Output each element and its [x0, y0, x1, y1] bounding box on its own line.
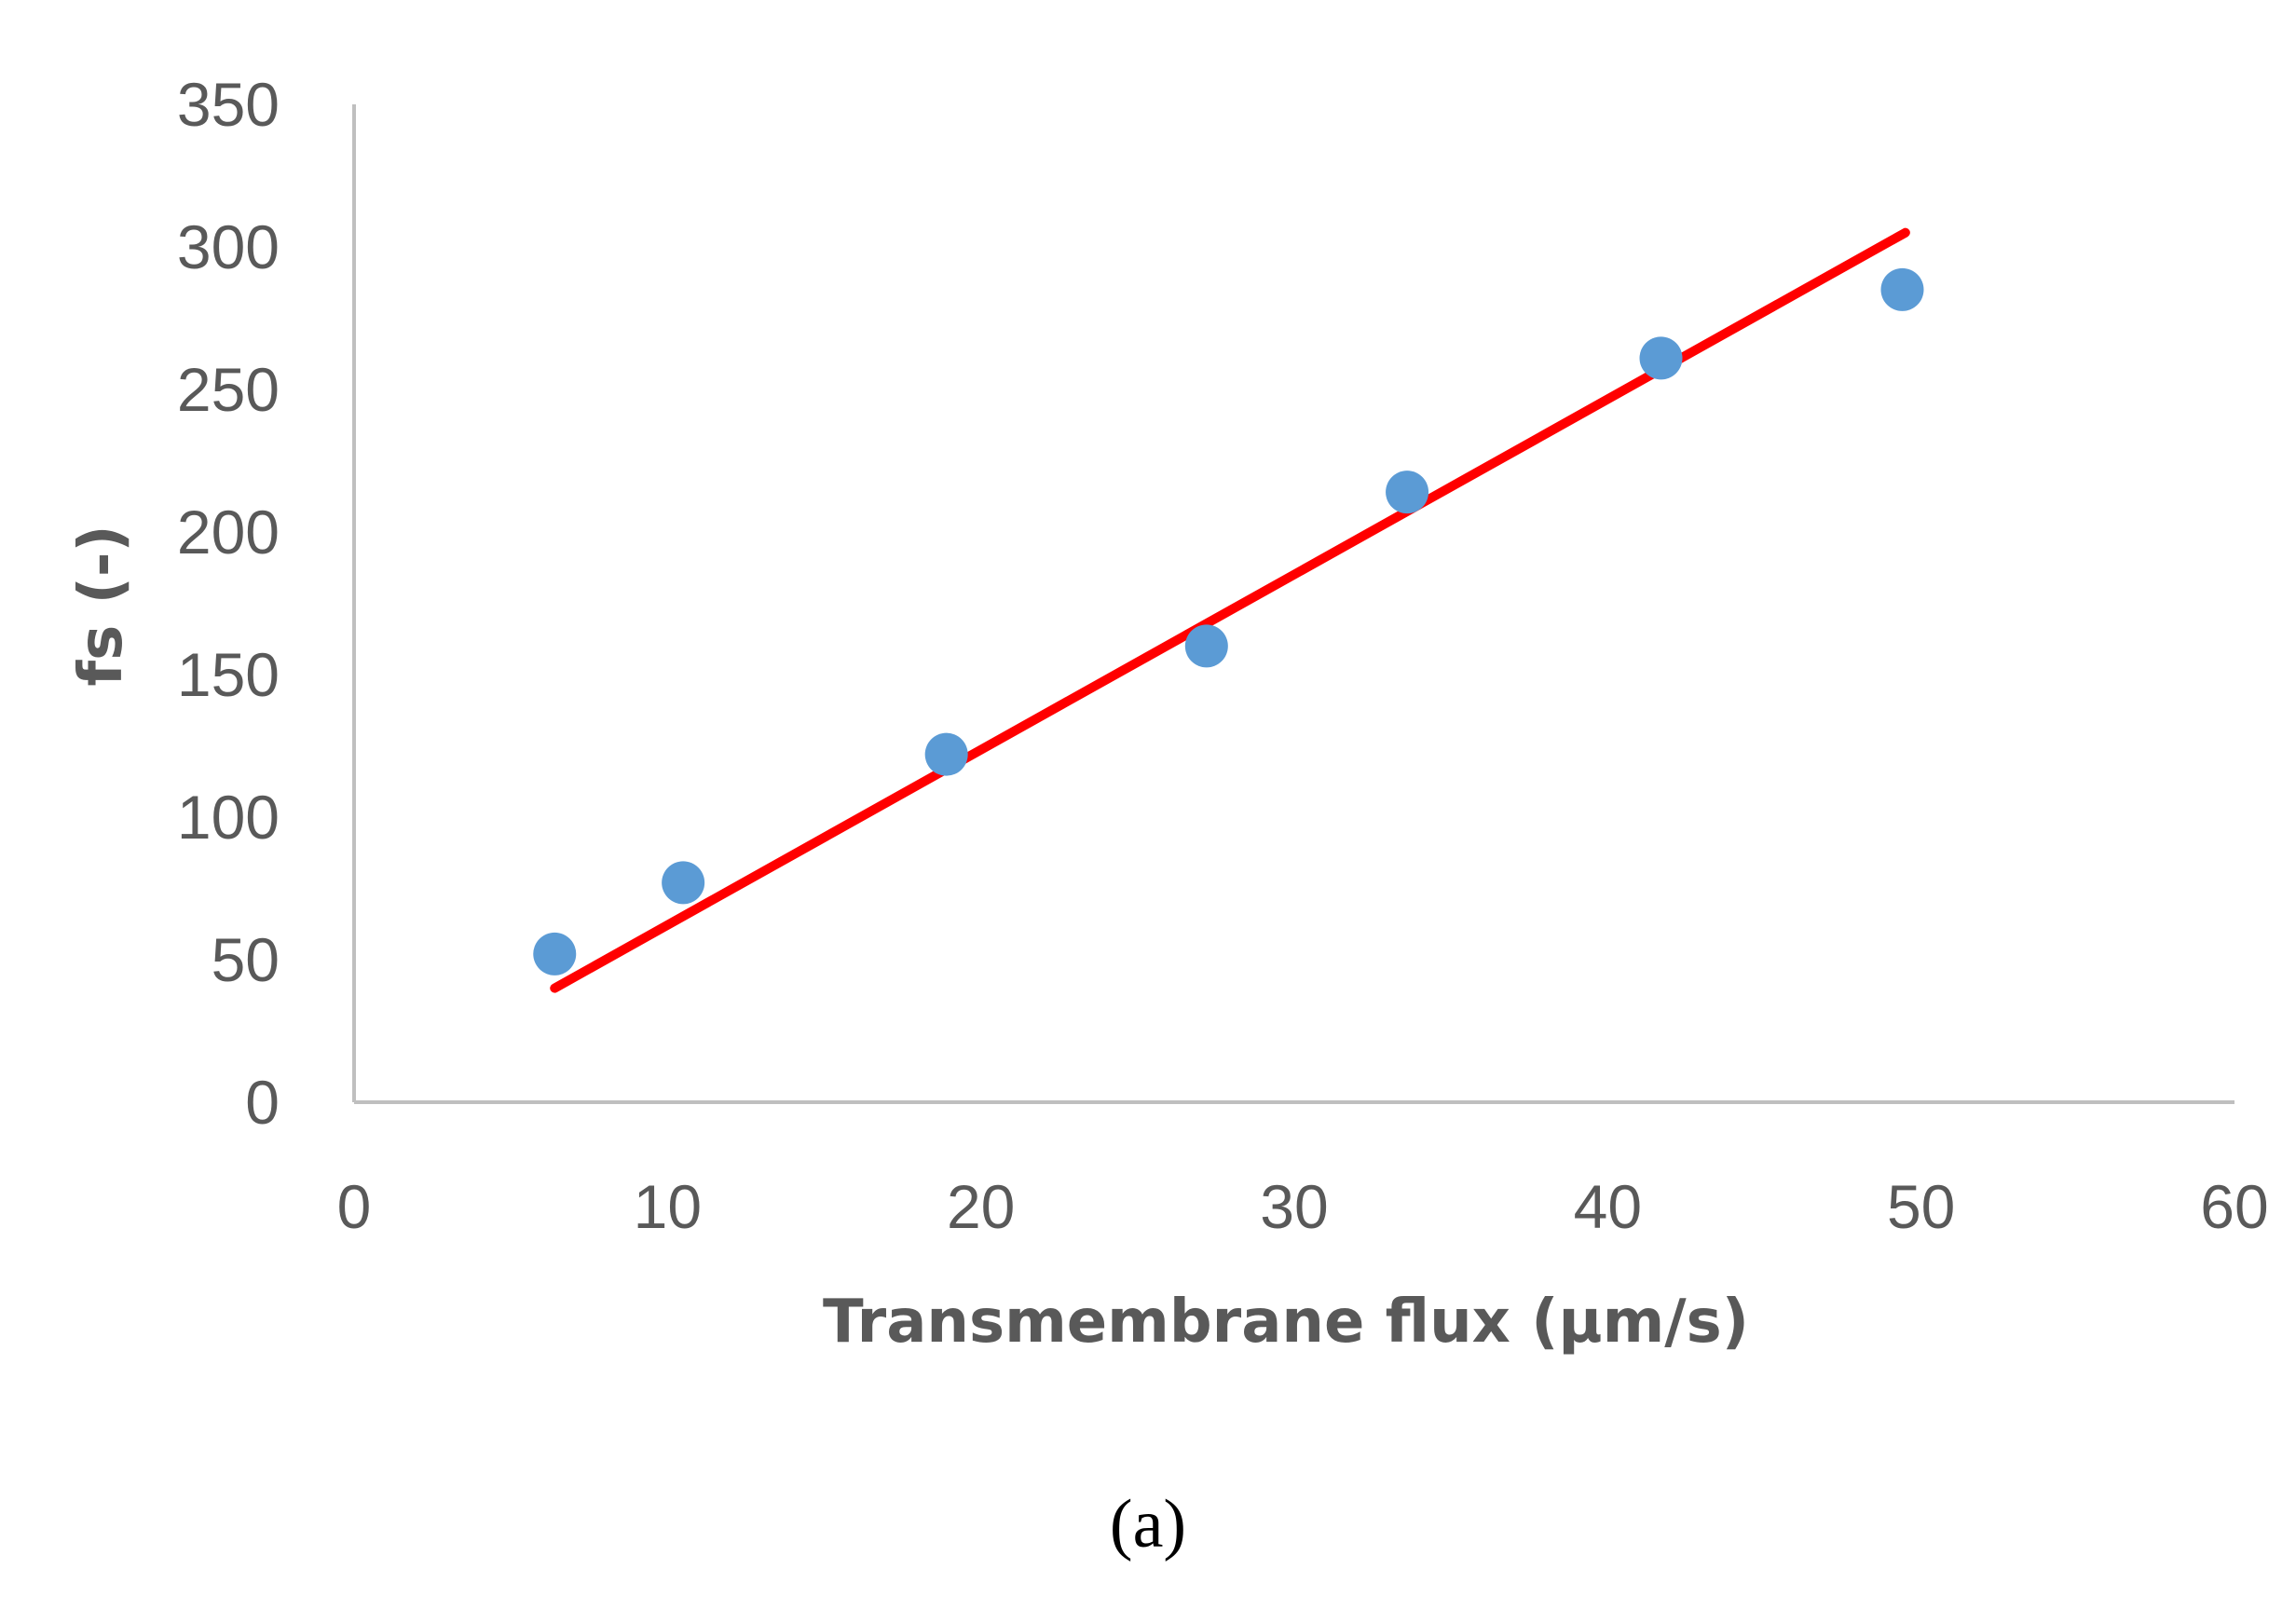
x-tick-label: 30: [1260, 1172, 1328, 1241]
data-point: [533, 932, 577, 976]
x-tick-labels: 0 10 20 30 40 50 60: [337, 1172, 2269, 1241]
y-tick-label: 300: [177, 212, 280, 281]
y-tick-label: 0: [245, 1068, 280, 1137]
data-point: [924, 732, 968, 776]
x-tick-label: 40: [1574, 1172, 1642, 1241]
data-point: [1880, 267, 1924, 311]
data-point: [1386, 471, 1429, 514]
panel-label: (a): [1110, 1486, 1186, 1562]
x-tick-label: 50: [1887, 1172, 1955, 1241]
x-tick-label: 10: [634, 1172, 702, 1241]
trendline-group: [550, 227, 1910, 993]
trendline: [550, 227, 1910, 993]
axes: [352, 104, 2234, 1104]
x-tick-label: 0: [337, 1172, 372, 1241]
y-tick-label: 100: [177, 783, 280, 852]
y-tick-label: 50: [212, 925, 280, 994]
x-tick-label: 60: [2200, 1172, 2268, 1241]
y-tick-label: 150: [177, 640, 280, 709]
y-tick-label: 250: [177, 355, 280, 424]
y-tick-label: 350: [177, 70, 280, 139]
y-axis-title: fs (-): [67, 525, 136, 686]
data-point: [662, 861, 705, 905]
y-tick-labels: 0 50 100 150 200 250 300 350: [177, 70, 280, 1137]
data-point: [1639, 336, 1683, 380]
x-tick-label: 20: [947, 1172, 1015, 1241]
y-tick-label: 200: [177, 498, 280, 566]
x-axis-title: Transmembrane flux (µm/s): [823, 1288, 1749, 1357]
data-point: [1184, 624, 1228, 668]
data-points: [533, 267, 1924, 976]
